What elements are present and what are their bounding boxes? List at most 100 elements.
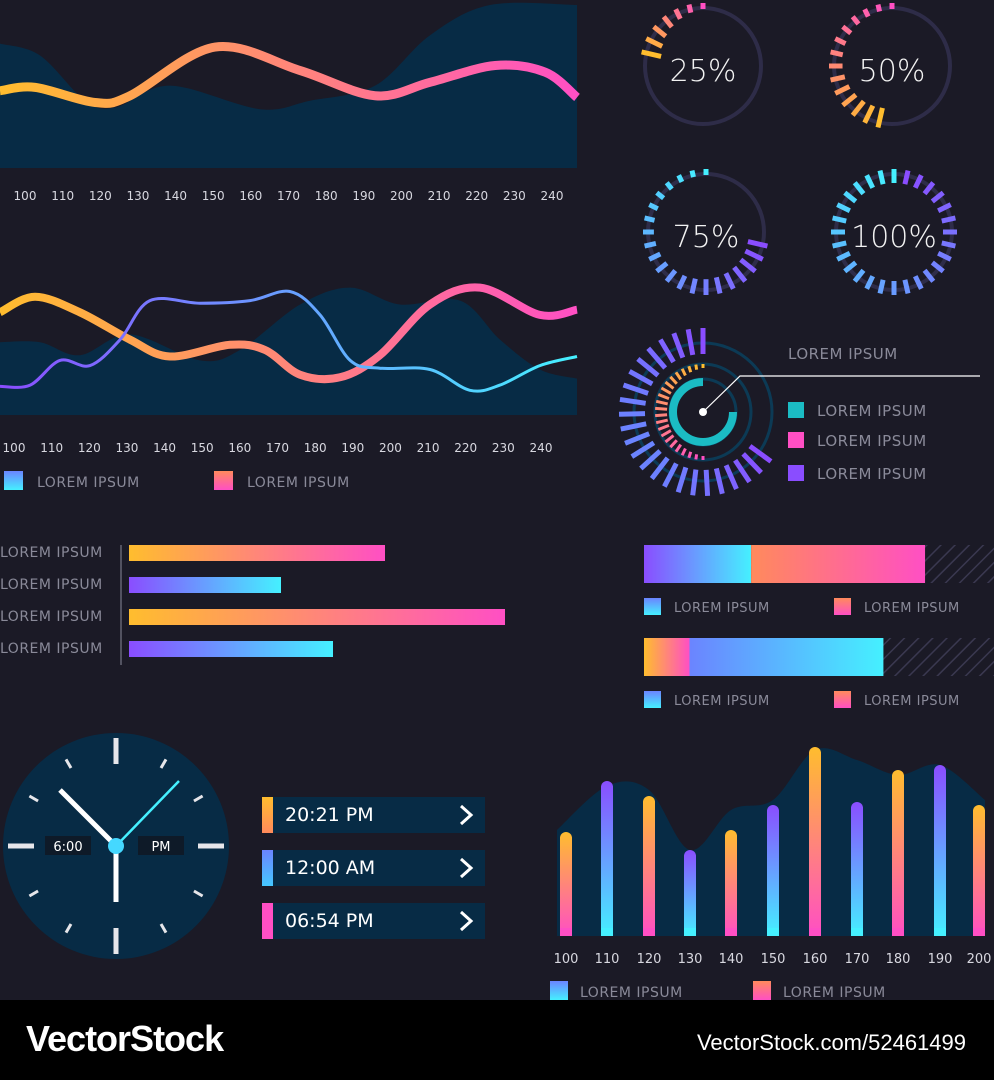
dial-segment <box>832 240 847 249</box>
dial-segment <box>877 170 886 185</box>
legend-swatch <box>644 691 661 708</box>
radial-outer-segment <box>618 411 646 417</box>
time-label-box <box>45 836 91 855</box>
dial-segment <box>862 8 871 18</box>
dial-segment <box>836 202 851 213</box>
bar-base <box>684 928 696 936</box>
pointer-line <box>702 375 980 413</box>
bar <box>129 641 333 657</box>
x-tick-label: 190 <box>928 952 953 967</box>
x-tick-label: 200 <box>967 952 992 967</box>
legend-label: LOREM IPSUM <box>674 694 770 709</box>
x-tick-label: 190 <box>352 189 375 203</box>
legend-swatch <box>4 471 23 490</box>
dial-segment <box>862 104 876 124</box>
dial-segment <box>641 49 662 59</box>
x-tick-label: 110 <box>595 952 620 967</box>
time-row-bg <box>262 797 485 833</box>
dial-segment <box>941 240 956 249</box>
dial-segment <box>834 84 851 96</box>
radial-middle-segment <box>669 375 678 385</box>
dial-segment <box>941 215 956 224</box>
legend-swatch <box>644 598 661 615</box>
radial-middle-segment <box>680 447 687 456</box>
chevron-right-icon[interactable] <box>459 910 474 932</box>
dial-segment <box>913 174 924 189</box>
bar-label: LOREM IPSUM <box>0 577 103 593</box>
x-tick-label: 120 <box>89 189 112 203</box>
radial-outer-segment <box>662 462 679 488</box>
radial-middle-segment <box>657 393 670 401</box>
x-tick-label: 240 <box>530 441 553 455</box>
bar-base <box>892 928 904 936</box>
radial-outer-segment <box>620 421 647 432</box>
x-tick-label: 170 <box>277 189 300 203</box>
dial-segment <box>676 174 685 183</box>
dial-segment <box>834 36 847 46</box>
bar-segment <box>689 638 884 676</box>
chevron-right-icon[interactable] <box>459 804 474 826</box>
analog-clock: 6:00 PM <box>3 733 229 959</box>
radial-outer-segment <box>624 431 651 446</box>
line-chart-1: 100 110 120 130 140 150 160 170 180 190 200 210 220 2… <box>0 2 580 203</box>
hour-hand <box>58 788 118 848</box>
legend-label: LOREM IPSUM <box>817 465 927 483</box>
dial-segment <box>648 251 662 262</box>
ampm-box <box>138 836 184 855</box>
bar <box>973 805 985 936</box>
footer-watermark: VectorStock VectorStock.com/52461499 <box>0 1000 994 1080</box>
x-tick-label: 170 <box>266 441 289 455</box>
bar-label: LOREM IPSUM <box>0 545 103 561</box>
dial-segment <box>652 24 668 39</box>
dial-segment <box>644 215 656 223</box>
hour-marker <box>193 794 204 803</box>
x-tick-label: 150 <box>191 441 214 455</box>
time-row[interactable]: 20:21 PM <box>262 797 485 833</box>
series-line-0 <box>0 283 578 384</box>
chevron-right-icon[interactable] <box>459 857 474 879</box>
dial-100: 100% <box>831 169 957 295</box>
bar-base <box>973 928 985 936</box>
dial-segment <box>930 260 945 274</box>
bar <box>129 577 281 593</box>
radial-middle-segment <box>655 399 669 406</box>
hour-marker <box>64 923 73 934</box>
dial-25: 25% <box>641 3 763 126</box>
radial-outer-segment <box>658 338 676 364</box>
dial-segment <box>664 268 678 283</box>
charts-canvas: 100 110 120 130 140 150 160 170 180 190 200 210 220 2… <box>0 2 994 1001</box>
dial-segment <box>841 24 853 36</box>
dial-segment <box>864 275 875 290</box>
dial-segment <box>913 275 924 290</box>
dial-segment <box>832 215 847 224</box>
legend-label: LOREM IPSUM <box>674 601 770 616</box>
legend-label: LOREM IPSUM <box>864 694 960 709</box>
x-tick-label: 150 <box>761 952 786 967</box>
time-row[interactable]: 06:54 PM <box>262 903 485 939</box>
radial-outer-segment <box>723 464 739 491</box>
time-label: 20:21 PM <box>285 804 374 826</box>
dial-50: 50% <box>829 3 952 128</box>
time-row-bg <box>262 903 485 939</box>
hour-marker <box>28 889 39 898</box>
dial-segment <box>902 279 911 294</box>
dial-label: 75% <box>673 220 740 255</box>
percentage-dials: 25% 50% 75% 100% <box>641 3 957 295</box>
bar <box>934 765 946 936</box>
dial-segment <box>877 279 886 294</box>
dial-segment <box>852 181 866 196</box>
dial-segment <box>830 74 846 83</box>
radial-outer-segment <box>713 467 725 495</box>
radial-outer-segment <box>630 440 656 459</box>
x-tick-label: 190 <box>341 441 364 455</box>
bar <box>892 770 904 936</box>
dial-label: 25% <box>670 54 737 89</box>
bar-base <box>560 928 572 936</box>
dial-segment <box>850 15 861 26</box>
dial-segment <box>836 251 851 262</box>
radial-outer-segment <box>733 458 752 484</box>
time-row[interactable]: 12:00 AM <box>262 850 485 886</box>
radial-middle-segment <box>669 439 678 449</box>
x-tick-label: 200 <box>379 441 402 455</box>
